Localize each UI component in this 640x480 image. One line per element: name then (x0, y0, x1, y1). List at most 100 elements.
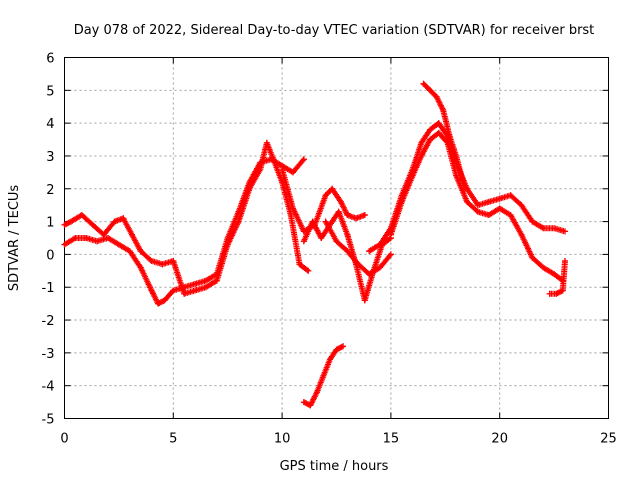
data-point (485, 212, 492, 219)
data-point (94, 238, 101, 245)
data-point (353, 215, 360, 222)
data-point (518, 231, 525, 238)
data-point (289, 205, 296, 212)
data-point (263, 139, 270, 146)
data-point (453, 152, 460, 159)
series-track-10 (546, 257, 568, 297)
y-tick-label: 0 (46, 248, 54, 263)
data-point (355, 261, 362, 268)
data-point (120, 215, 127, 222)
y-tick-label: 6 (46, 52, 54, 67)
data-point (496, 205, 503, 212)
data-point (540, 264, 547, 271)
data-point (148, 287, 155, 294)
data-point (305, 267, 312, 274)
data-point (270, 156, 277, 163)
data-point (551, 225, 558, 232)
data-point (126, 248, 133, 255)
data-point (202, 284, 209, 291)
data-point (559, 287, 566, 294)
data-point (361, 297, 368, 304)
data-point (387, 231, 394, 238)
data-point (561, 228, 568, 235)
data-point (68, 218, 75, 225)
data-point (61, 241, 68, 248)
data-point (309, 218, 316, 225)
y-tick-label: -2 (42, 314, 55, 329)
data-points (61, 80, 568, 409)
data-point (111, 218, 118, 225)
data-point (300, 238, 307, 245)
y-tick-label: 1 (46, 216, 54, 231)
data-point (366, 271, 373, 278)
data-point (192, 287, 199, 294)
x-axis-label: GPS time / hours (280, 459, 389, 474)
data-point (335, 208, 342, 215)
y-tick-label: 2 (46, 183, 54, 198)
data-point (100, 231, 107, 238)
data-point (202, 277, 209, 284)
data-point (427, 87, 434, 94)
series-track-4 (300, 208, 394, 304)
series-markers (387, 130, 566, 284)
data-point (529, 254, 536, 261)
data-point (159, 261, 166, 268)
series-markers (61, 139, 312, 297)
data-point (61, 221, 68, 228)
x-tick-label: 5 (169, 432, 177, 447)
data-point (507, 192, 514, 199)
data-point (333, 238, 340, 245)
data-point (333, 346, 340, 353)
series-track-9 (420, 80, 468, 192)
y-tick-label: 3 (46, 150, 54, 165)
data-point (161, 297, 168, 304)
data-point (318, 235, 325, 241)
data-point (485, 198, 492, 205)
data-point (300, 156, 307, 163)
y-tick-label: 5 (46, 84, 54, 99)
series-track-8 (387, 129, 566, 284)
data-point (246, 185, 253, 192)
x-tick-label: 20 (491, 432, 508, 447)
data-point (344, 248, 351, 255)
data-point (289, 169, 296, 176)
y-axis-label: SDTVAR / TECUs (7, 185, 22, 292)
data-point (418, 139, 425, 146)
data-point (296, 261, 303, 268)
data-point (137, 264, 144, 271)
data-point (128, 231, 135, 238)
data-point (418, 152, 425, 159)
data-point (287, 212, 294, 219)
series-track-2 (61, 139, 312, 297)
series-track-6 (300, 343, 347, 409)
data-point (518, 202, 525, 209)
data-point (105, 235, 112, 241)
data-point (337, 198, 344, 205)
data-point (155, 300, 162, 307)
x-tick-label: 25 (600, 432, 617, 447)
data-point (89, 221, 96, 228)
x-tick-label: 15 (383, 432, 400, 447)
data-point (257, 166, 264, 173)
data-point (224, 241, 231, 248)
y-tick-label: -4 (42, 380, 55, 395)
data-point (427, 136, 434, 143)
data-point (192, 280, 199, 287)
data-point (361, 212, 368, 219)
data-point (561, 257, 568, 264)
data-point (540, 225, 547, 232)
data-point (553, 290, 560, 297)
series-track-5 (322, 218, 394, 278)
y-tick-label: 4 (46, 117, 54, 132)
data-point (181, 290, 188, 297)
data-point (213, 277, 220, 284)
data-point (427, 126, 434, 133)
data-point (377, 241, 384, 248)
data-point (420, 80, 427, 87)
data-point (474, 202, 481, 209)
plot-frame (64, 57, 609, 419)
data-point (551, 271, 558, 278)
data-point (279, 166, 286, 173)
y-tick-label: -1 (42, 281, 55, 296)
